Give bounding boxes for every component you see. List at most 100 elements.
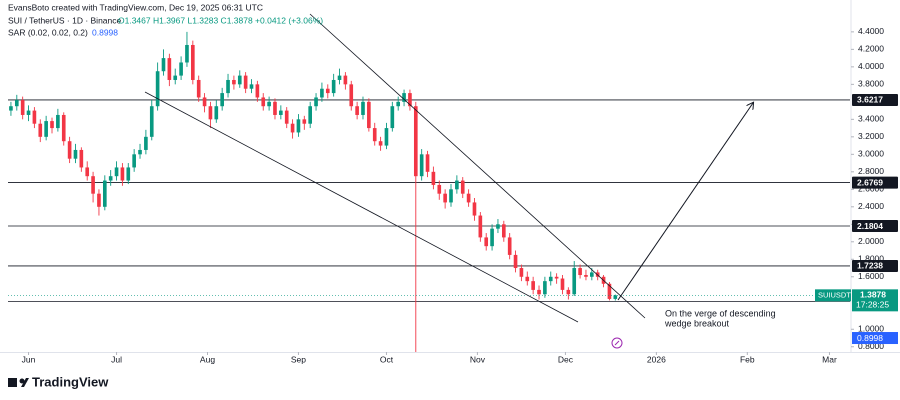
- event-icon-mark: [614, 340, 620, 346]
- x-tick-label: Jun: [22, 354, 36, 364]
- candle-body: [325, 88, 330, 94]
- symbol-title: SUI / TetherUS · 1D · Binance: [8, 15, 121, 25]
- candle-body: [202, 97, 207, 107]
- y-tick-label: 1.0000: [858, 324, 884, 334]
- y-tick-label: 1.8000: [858, 254, 884, 264]
- price-level-box: [852, 176, 898, 189]
- candle-body: [437, 184, 442, 194]
- y-tick-label: 3.0000: [858, 149, 884, 159]
- event-icon[interactable]: [611, 337, 623, 349]
- candle-body: [144, 136, 148, 150]
- candle-body: [191, 44, 195, 80]
- candle-body: [308, 106, 313, 124]
- candle-body: [261, 97, 266, 107]
- candle-body: [431, 171, 436, 185]
- candle-body: [507, 237, 512, 255]
- candle-body: [425, 154, 430, 172]
- candle-body: [548, 276, 553, 282]
- candle-body: [590, 272, 594, 277]
- price-level-label: 2.6769: [857, 177, 883, 187]
- candle-body: [214, 106, 219, 120]
- candle-body: [531, 281, 535, 290]
- candle-body: [273, 101, 277, 115]
- candle-body: [73, 149, 78, 159]
- candle-body: [402, 93, 406, 102]
- candle-body: [419, 154, 424, 177]
- candle-body: [85, 167, 90, 177]
- candle-body: [513, 254, 518, 269]
- x-tick-label: Nov: [470, 354, 486, 364]
- x-tick-label: Mar: [822, 354, 837, 364]
- candle-body: [314, 97, 318, 107]
- candle-body: [97, 193, 101, 207]
- price-level-label: 1.7238: [857, 261, 883, 271]
- candle-body: [478, 215, 483, 238]
- price-level-label: 2.1804: [857, 221, 883, 231]
- candle-body: [578, 268, 582, 276]
- breakout-arrow: [617, 103, 753, 301]
- candle-body: [232, 79, 236, 85]
- candle-body: [243, 75, 248, 89]
- plot-area: [8, 31, 850, 352]
- candle-body: [443, 193, 447, 203]
- candle-body: [560, 278, 565, 290]
- candle-body: [449, 189, 453, 203]
- candle-body: [9, 106, 13, 111]
- x-tick-label: Dec: [558, 354, 574, 364]
- wedge-lower-line: [144, 91, 579, 323]
- candle-body: [584, 275, 588, 277]
- candle-body: [543, 281, 547, 295]
- candle-body: [343, 75, 348, 85]
- y-tick-label: 4.4000: [858, 26, 884, 36]
- candle-body: [32, 110, 37, 124]
- candle-body: [149, 106, 154, 137]
- annotation: wedge breakout: [664, 318, 730, 328]
- candle-body: [173, 75, 178, 80]
- candle-body: [466, 193, 471, 203]
- attribution: EvansBoto created with TradingView.com, …: [8, 2, 263, 12]
- candle-body: [161, 58, 166, 72]
- candle-body: [167, 58, 172, 80]
- candle-body: [279, 110, 283, 115]
- candle-body: [26, 110, 31, 115]
- last-price-label: 1.3878: [860, 290, 886, 300]
- candle-body: [290, 123, 295, 133]
- y-tick-label: 3.2000: [858, 131, 884, 141]
- y-tick-label: 4.0000: [858, 61, 884, 71]
- indicator-value: 0.8998: [92, 27, 118, 37]
- candle-body: [496, 224, 500, 229]
- candle-body: [56, 114, 60, 129]
- wedge-upper-line: [309, 13, 646, 319]
- candle-body: [237, 75, 242, 85]
- candle-body: [196, 79, 201, 98]
- candle-body: [38, 123, 43, 137]
- candle-body: [50, 121, 54, 129]
- candle-body: [284, 110, 289, 124]
- candle-body: [613, 295, 618, 299]
- candle-body: [208, 106, 213, 120]
- y-tick-label: 2.8000: [858, 166, 884, 176]
- candle-body: [607, 283, 612, 299]
- countdown-label: 17:28:25: [856, 300, 889, 310]
- candle-body: [114, 167, 119, 177]
- candle-body: [396, 101, 401, 107]
- y-tick-label: 1.6000: [858, 271, 884, 281]
- candle-body: [296, 119, 301, 133]
- candle-body: [20, 100, 25, 115]
- logo-mark: [8, 378, 17, 387]
- candle-body: [249, 84, 254, 89]
- candle-body: [525, 276, 530, 282]
- drawings: [144, 13, 753, 349]
- x-tick-label: Jul: [111, 354, 122, 364]
- candle-body: [372, 128, 377, 142]
- candle-body: [185, 44, 189, 63]
- candle-body: [126, 167, 131, 181]
- candle-body: [572, 268, 577, 295]
- candle-body: [501, 224, 506, 238]
- last-price-box: [852, 289, 898, 312]
- candle-body: [460, 180, 465, 194]
- candle-body: [61, 114, 66, 142]
- candle-body: [537, 289, 541, 295]
